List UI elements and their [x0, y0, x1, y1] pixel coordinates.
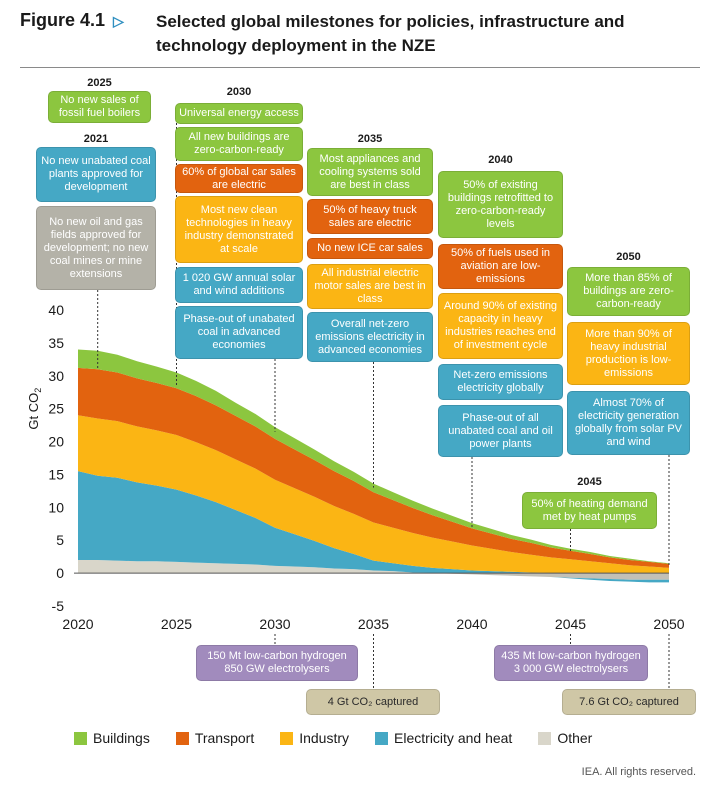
legend-swatch — [175, 731, 189, 745]
title-divider — [20, 67, 700, 68]
milestone-box: All industrial electric motor sales are … — [307, 264, 433, 309]
legend-item: Electricity and heat — [375, 730, 512, 746]
milestone-year-label: 2050 — [616, 251, 641, 263]
area-other — [78, 559, 669, 574]
milestone-box: More than 90% of heavy industrial produc… — [567, 322, 690, 385]
hydrogen-milestone-box: 435 Mt low-carbon hydrogen 3 000 GW elec… — [494, 645, 648, 681]
legend-swatch — [280, 731, 294, 745]
legend-swatch — [74, 731, 87, 745]
legend-item: Industry — [280, 730, 349, 746]
area-transport — [78, 367, 669, 568]
milestone-year-label: 2025 — [87, 77, 112, 89]
y-tick-label: 40 — [48, 302, 64, 318]
y-tick-label: 5 — [56, 532, 64, 548]
milestone-box: Phase-out of all unabated coal and oil p… — [438, 405, 563, 457]
milestone-box: Net-zero emissions electricity globally — [438, 364, 563, 400]
figure-title: Selected global milestones for policies,… — [156, 12, 625, 55]
milestone-box: Overall net-zero emissions electricity i… — [307, 312, 433, 362]
legend-item: Buildings — [74, 730, 150, 746]
x-tick-label: 2025 — [161, 616, 192, 632]
x-tick-label: 2030 — [259, 616, 290, 632]
triangle-icon: ▷ — [113, 13, 124, 29]
x-tick-label: 2050 — [653, 616, 684, 632]
milestone-box: Universal energy access — [175, 103, 303, 124]
milestone-year-label: 2045 — [577, 476, 602, 488]
x-tick-label: 2040 — [456, 616, 487, 632]
area-electricity-and-heat — [78, 471, 669, 574]
y-tick-label: 35 — [48, 335, 64, 351]
milestone-box: 50% of heating demand met by heat pumps — [522, 492, 657, 529]
y-axis-title: Gt CO2 — [26, 388, 43, 430]
y-tick-label: 20 — [48, 434, 64, 450]
milestone-box: 50% of heavy truck sales are electric — [307, 199, 433, 234]
legend-label: Transport — [194, 730, 255, 746]
ccus-milestone-box: 7.6 Gt CO₂ captured — [562, 689, 696, 715]
milestone-box: Most appliances and cooling systems sold… — [307, 148, 433, 196]
figure-number: Figure 4.1 — [20, 10, 106, 30]
milestone-box: No new unabated coal plants approved for… — [36, 147, 156, 202]
milestone-box: Almost 70% of electricity generation glo… — [567, 391, 690, 455]
y-tick-label: 25 — [48, 401, 64, 417]
ccus-milestone-box: 4 Gt CO₂ captured — [306, 689, 440, 715]
legend-label: Buildings — [93, 730, 150, 746]
milestone-box: 1 020 GW annual solar and wind additions — [175, 267, 303, 303]
area-other-negative — [78, 573, 669, 580]
milestone-year-label: 2035 — [357, 133, 383, 145]
y-tick-label: 15 — [48, 466, 64, 482]
milestone-box: More than 85% of buildings are zero-carb… — [567, 267, 690, 316]
legend-item: Other — [538, 730, 592, 746]
x-tick-label: 2035 — [358, 616, 389, 632]
milestone-box: No new sales of fossil fuel boilers — [48, 91, 151, 123]
milestone-box: No new oil and gas fields approved for d… — [36, 206, 156, 290]
milestone-box: Around 90% of existing capacity in heavy… — [438, 293, 563, 359]
y-tick-label: 0 — [56, 565, 64, 581]
milestone-year-label: 2030 — [226, 86, 252, 98]
legend-label: Other — [557, 730, 593, 746]
legend-label: Industry — [299, 730, 350, 746]
hydrogen-milestone-box: 150 Mt low-carbon hydrogen 850 GW electr… — [196, 645, 358, 681]
chart-legend: Buildings Transport Industry Electricity an… — [74, 730, 618, 746]
area-buildings — [78, 349, 669, 564]
milestone-box: Phase-out of unabated coal in advanced e… — [175, 306, 303, 359]
y-tick-label: 10 — [48, 499, 64, 515]
milestone-box: Most new clean technologies in heavy ind… — [175, 196, 303, 263]
milestone-box: 50% of fuels used in aviation are low-em… — [438, 244, 563, 289]
milestone-box: All new buildings are zero-carbon-ready — [175, 127, 303, 161]
figure-label: Figure 4.1 ▷ — [20, 10, 124, 31]
legend-item: Transport — [175, 730, 255, 746]
milestone-year-label: 2040 — [488, 154, 513, 166]
legend-swatch — [538, 731, 552, 745]
y-tick-label: 30 — [48, 368, 64, 384]
milestone-box: 50% of existing buildings retrofitted to… — [438, 171, 563, 238]
milestone-year-label: 2021 — [83, 133, 109, 145]
milestone-box: 60% of global car sales are electric — [175, 164, 303, 193]
legend-label: Electricity and heat — [394, 730, 513, 746]
y-tick-label: -5 — [52, 598, 65, 614]
x-tick-label: 2045 — [555, 616, 586, 632]
milestone-box: No new ICE car sales — [307, 238, 433, 259]
x-tick-label: 2020 — [62, 616, 93, 632]
area-industry — [78, 415, 669, 574]
copyright-notice: IEA. All rights reserved. — [581, 766, 696, 778]
legend-swatch — [375, 731, 389, 745]
